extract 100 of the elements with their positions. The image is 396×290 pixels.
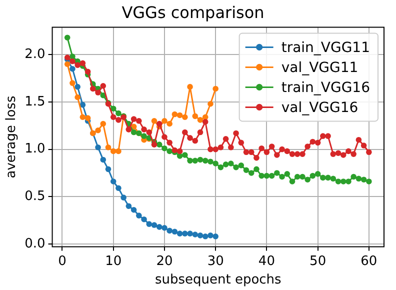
point [279, 146, 285, 152]
point [202, 233, 208, 240]
point [202, 158, 208, 164]
y-tick-label: 1.0 [24, 142, 46, 157]
point [233, 164, 239, 170]
point [151, 222, 158, 228]
point [264, 172, 270, 179]
point [294, 151, 300, 157]
point [360, 176, 367, 182]
point [172, 111, 178, 118]
x-tick-label: 40 [258, 254, 275, 269]
point [208, 100, 214, 107]
point [330, 176, 336, 182]
point [218, 144, 224, 150]
point [197, 156, 204, 163]
point [320, 174, 326, 181]
point [64, 34, 70, 41]
point [208, 146, 214, 152]
point [238, 162, 244, 168]
point [74, 94, 80, 100]
point [156, 224, 162, 230]
point [202, 118, 208, 125]
point [162, 134, 168, 140]
point [70, 80, 76, 86]
point [100, 82, 106, 89]
x-tick-label: 30 [207, 254, 224, 269]
point [187, 84, 193, 90]
point [212, 86, 218, 92]
point [340, 152, 346, 158]
point [130, 206, 137, 213]
point [110, 148, 116, 154]
point [166, 228, 172, 234]
legend-label: val_VGG16 [281, 100, 358, 116]
point [350, 151, 356, 157]
point [197, 232, 204, 238]
x-tick-label: 10 [105, 254, 122, 269]
point [274, 152, 280, 158]
point [335, 150, 342, 156]
point [212, 146, 218, 152]
y-axis-title: average loss [4, 96, 20, 178]
point [192, 232, 198, 238]
point [366, 178, 372, 184]
point [156, 142, 162, 148]
point [84, 115, 91, 121]
point [74, 84, 80, 90]
point [356, 176, 362, 182]
x-tick-label: 50 [310, 254, 326, 269]
point [172, 228, 178, 235]
y-tick-label: 1.5 [24, 94, 46, 110]
point [254, 166, 260, 172]
point [192, 138, 198, 144]
point [166, 148, 172, 154]
point [248, 149, 254, 156]
point [80, 114, 86, 120]
point [166, 120, 172, 127]
point [100, 156, 106, 163]
point [366, 149, 372, 156]
point [222, 136, 229, 142]
point [346, 148, 352, 154]
point [294, 174, 300, 180]
point [74, 62, 80, 68]
legend-label: train_VGG11 [281, 40, 370, 56]
point [212, 233, 218, 240]
point [80, 102, 86, 108]
point [151, 142, 158, 148]
point [268, 172, 275, 179]
point [162, 145, 168, 152]
point [176, 230, 183, 236]
point [254, 154, 260, 161]
point [64, 61, 70, 68]
point [116, 148, 122, 154]
point [314, 140, 321, 146]
point [284, 148, 290, 154]
point [238, 140, 244, 146]
x-tick-label: 60 [360, 254, 378, 269]
point [176, 112, 183, 118]
point [274, 170, 280, 176]
point [304, 144, 310, 150]
point [340, 178, 346, 184]
point [95, 144, 101, 150]
point [141, 133, 147, 139]
point [310, 138, 316, 145]
point [187, 158, 193, 164]
point [264, 149, 270, 156]
point [105, 144, 112, 150]
point [279, 174, 285, 180]
point [90, 86, 96, 92]
point [208, 158, 214, 165]
point [70, 66, 76, 72]
point [95, 90, 101, 96]
point [284, 171, 290, 177]
point [182, 129, 188, 136]
point [289, 151, 296, 157]
point [289, 178, 296, 184]
point [320, 133, 326, 139]
point [228, 160, 234, 166]
x-tick-label: 20 [156, 254, 173, 269]
point [187, 135, 193, 141]
y-tick-label: 0.0 [24, 236, 46, 252]
point [136, 118, 142, 124]
